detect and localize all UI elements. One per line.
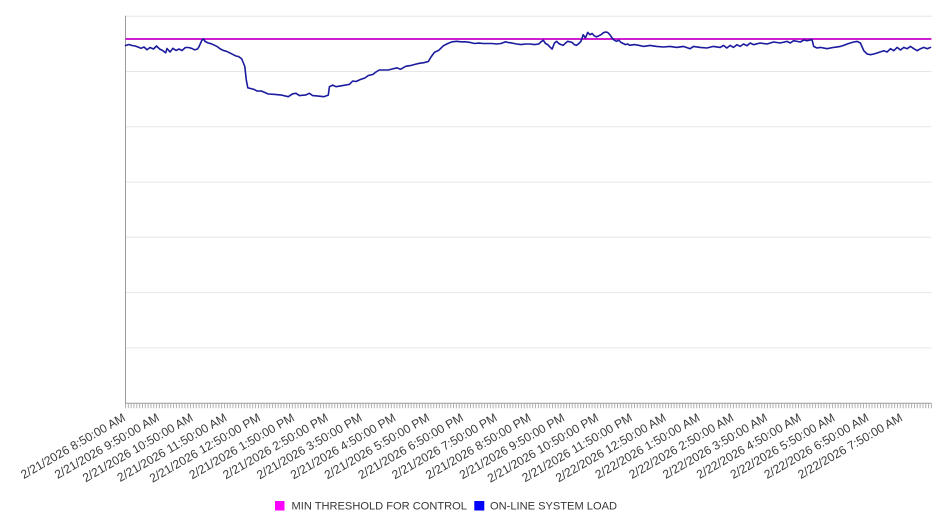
- svg-text:MIN THRESHOLD FOR CONTROL: MIN THRESHOLD FOR CONTROL: [292, 501, 467, 513]
- svg-text:ON-LINE SYSTEM LOAD: ON-LINE SYSTEM LOAD: [490, 501, 617, 513]
